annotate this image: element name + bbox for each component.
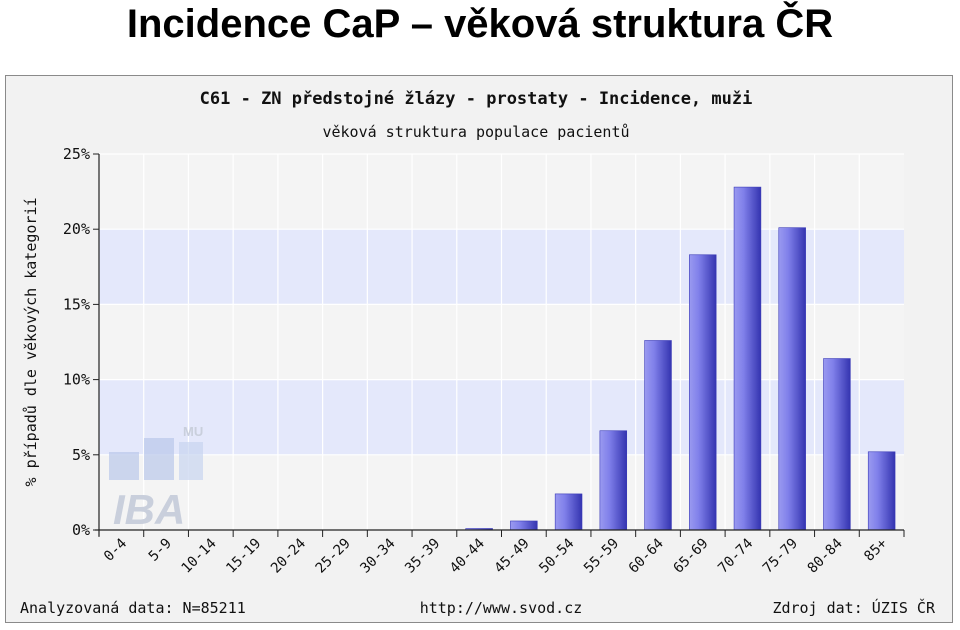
x-tick-label: 85+ <box>861 536 890 565</box>
x-tick-label: 15-19 <box>223 536 264 577</box>
bar-chart: IBA MU 0% 5% 10% 15% 20% 25% 0-4 5-9 10-14 15-19… <box>20 89 936 617</box>
bar-45-49 <box>510 520 538 531</box>
bar-75-79 <box>778 227 806 531</box>
bar-50-54 <box>554 493 583 531</box>
bar-70-74 <box>733 186 762 531</box>
slide-title: Incidence CaP – věková struktura ČR <box>126 2 834 46</box>
x-tick-label: 40-44 <box>447 536 488 577</box>
x-tick-label: 50-54 <box>536 536 577 577</box>
x-tick-label: 65-69 <box>670 536 711 577</box>
bar-85+ <box>867 451 896 531</box>
x-tick-label: 60-64 <box>626 536 667 577</box>
y-tick-label: 25% <box>63 145 90 163</box>
x-tick-label: 20-24 <box>268 536 309 577</box>
x-tick-label: 30-34 <box>357 536 398 577</box>
x-tick-label: 70-74 <box>715 536 756 577</box>
x-tick-label: 45-49 <box>492 536 533 577</box>
iba-watermark: IBA MU <box>109 424 203 533</box>
footer-url: http://www.svod.cz <box>420 599 583 617</box>
x-tick-label: 5-9 <box>146 536 175 565</box>
chart-subtitle: věková struktura populace pacientů <box>322 123 629 141</box>
x-tick-label: 35-39 <box>402 536 443 577</box>
chart-frame: IBA MU 0% 5% 10% 15% 20% 25% 0-4 5-9 10-14 15-19… <box>5 75 953 623</box>
x-tick-label: 25-29 <box>313 536 354 577</box>
x-tick-label: 75-79 <box>760 536 801 577</box>
bar-80-84 <box>823 358 851 531</box>
x-tick-label: 55-59 <box>581 536 622 577</box>
bar-60-64 <box>644 340 672 531</box>
y-tick-label: 5% <box>72 446 90 464</box>
y-tick-label: 0% <box>72 521 90 539</box>
chart-title: C61 - ZN předstojné žlázy - prostaty - I… <box>200 89 753 109</box>
y-axis-label: % případů dle věkových kategorií <box>22 198 40 487</box>
watermark-mu-text: MU <box>183 424 203 439</box>
x-tick-label: 0-4 <box>101 536 130 565</box>
x-tick-label: 80-84 <box>805 536 846 577</box>
bar-55-59 <box>599 430 628 531</box>
y-tick-label: 10% <box>63 371 90 389</box>
x-tick-label: 10-14 <box>179 536 220 577</box>
y-tick-label: 15% <box>63 295 90 313</box>
y-tick-label: 20% <box>63 220 90 238</box>
footer-analyzed-data: Analyzovaná data: N=85211 <box>20 599 246 617</box>
watermark-iba-text: IBA <box>113 486 185 533</box>
bar-65-69 <box>689 254 717 531</box>
footer-source: Zdroj dat: ÚZIS ČR <box>772 598 936 617</box>
